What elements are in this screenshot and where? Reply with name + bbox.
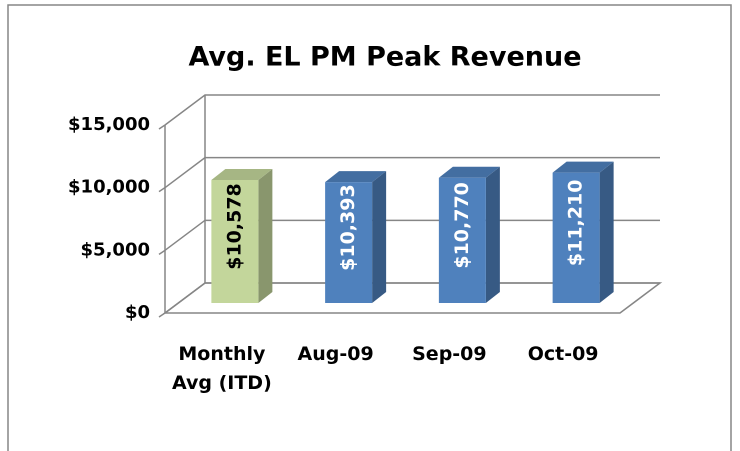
tick-mark — [158, 187, 166, 193]
value-label: $10,578 — [223, 183, 245, 270]
tick-mark — [158, 312, 166, 318]
y-tick-label: $15,000 — [68, 114, 150, 135]
bar-side — [599, 161, 614, 303]
grid-line — [164, 219, 660, 251]
x-tick-label: Aug-09 — [297, 343, 374, 365]
bar-top — [325, 171, 387, 183]
bar-top — [211, 168, 273, 180]
value-label: $10,393 — [337, 184, 359, 271]
x-tick-label: Monthly Avg (ITD) — [171, 343, 272, 394]
bar-side — [372, 171, 387, 303]
y-tick-label: $5,000 — [81, 239, 150, 260]
bar-top — [438, 166, 500, 178]
grid-line — [164, 282, 660, 314]
bar — [211, 179, 259, 303]
x-tick-label: Sep-09 — [412, 343, 487, 365]
y-tick-label: $0 — [125, 302, 150, 323]
bar-side — [485, 166, 500, 303]
x-tick-label: Oct-09 — [527, 343, 599, 365]
tick-mark — [158, 124, 166, 130]
grid-line — [164, 94, 660, 126]
bar — [325, 182, 373, 303]
bar — [552, 172, 600, 303]
bar-top — [552, 161, 614, 173]
value-label: $11,210 — [565, 180, 587, 267]
tick-mark — [158, 249, 166, 255]
bar — [438, 177, 486, 303]
bar-side — [258, 168, 273, 303]
chart-title: Avg. EL PM Peak Revenue — [188, 42, 581, 73]
y-tick-label: $10,000 — [68, 177, 150, 198]
grid-line — [164, 156, 660, 189]
value-label: $10,770 — [451, 182, 473, 269]
